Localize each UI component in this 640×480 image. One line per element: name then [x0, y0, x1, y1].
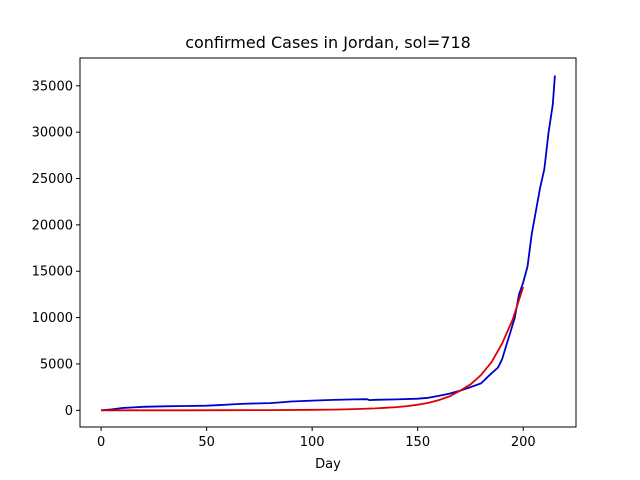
y-tick-label: 15000: [32, 265, 73, 280]
x-axis-label: Day: [315, 457, 341, 472]
y-tick-label: 20000: [32, 218, 73, 233]
series-line-1: [101, 286, 525, 412]
x-tick-label: 0: [97, 435, 105, 450]
x-tick-label: 200: [511, 435, 536, 450]
y-tick-label: 35000: [32, 79, 73, 94]
y-tick-label: 10000: [32, 311, 73, 326]
y-tick-label: 0: [65, 404, 73, 419]
y-tick-label: 30000: [32, 126, 73, 141]
series-line-0: [101, 75, 556, 412]
plot-area: 0 50 100 150 200 0 5000 10000 15000 20000 25000 300…: [32, 57, 577, 450]
chart-title: confirmed Cases in Jordan, sol=718: [185, 33, 471, 52]
x-tick-label: 150: [405, 435, 430, 450]
y-tick-label: 25000: [32, 172, 73, 187]
x-tick-label: 100: [300, 435, 325, 450]
y-tick-label: 5000: [40, 357, 73, 372]
x-tick-label: 50: [198, 435, 215, 450]
plot-frame: [79, 57, 577, 428]
